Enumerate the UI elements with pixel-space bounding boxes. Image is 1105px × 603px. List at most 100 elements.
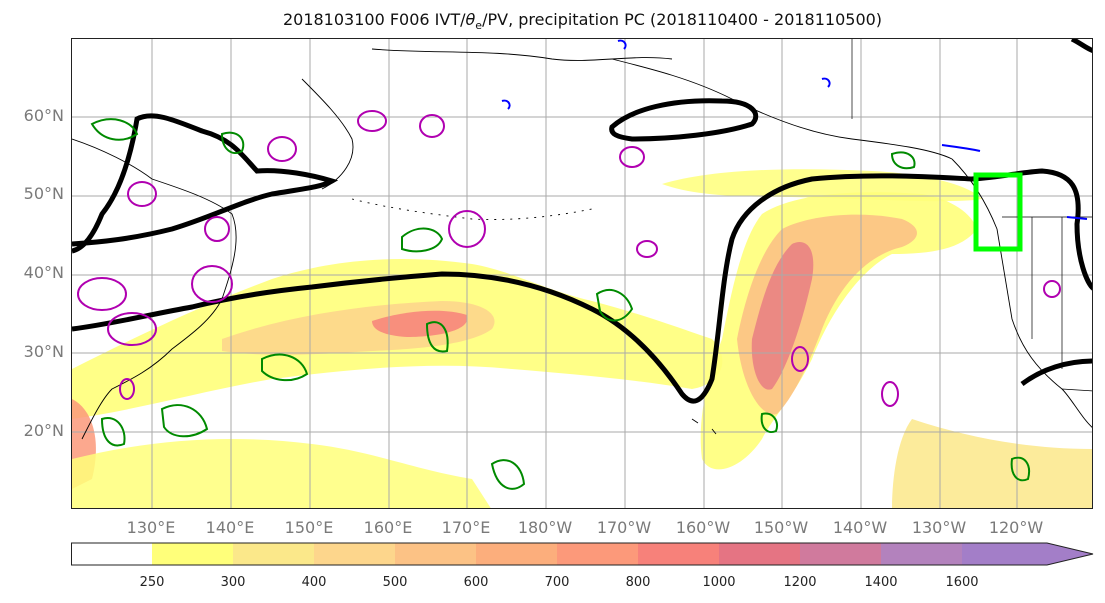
theta-contour: [160, 404, 209, 438]
colorbar-tick-600: 600: [463, 575, 489, 590]
pv-contour: [119, 378, 135, 400]
ivt-contours: [72, 39, 1092, 404]
coast-northamerica: [951, 158, 1092, 428]
colorbar-tick-1600: 1600: [945, 575, 979, 590]
lat-label-40n: 40°N: [23, 263, 64, 282]
coast-kamchatka: [301, 78, 354, 190]
lon-label-140e: 140°E: [205, 518, 255, 537]
colorbar-swatch: [395, 543, 476, 565]
lon-label-170e: 170°E: [441, 518, 491, 537]
blue-contour: [941, 144, 981, 152]
theta-contours: [90, 118, 1030, 490]
pv-contour: [636, 240, 658, 258]
colorbar-swatch: [800, 543, 881, 565]
lon-label-120w: 120°W: [988, 518, 1044, 537]
colorbar-swatch: [557, 543, 638, 565]
pv-contour: [419, 114, 445, 138]
gridlines: [72, 39, 1092, 508]
coast-arctic: [371, 48, 673, 61]
map-canvas: [72, 39, 1092, 508]
ivt-contour-northeast: [1070, 39, 1092, 53]
colorbar-tick-300: 300: [220, 575, 246, 590]
theta-contour: [490, 459, 526, 490]
pv-contour: [191, 265, 233, 303]
lon-label-150e: 150°E: [284, 518, 334, 537]
colorbar-tick-500: 500: [382, 575, 408, 590]
lon-label-160e: 160°E: [363, 518, 413, 537]
pv-contour: [77, 277, 127, 311]
colorbar-swatch: [476, 543, 557, 565]
colorbar-tick-1400: 1400: [864, 575, 898, 590]
pv-contour: [127, 181, 157, 207]
colorbar-swatches: [71, 543, 1047, 565]
blue-contour: [821, 77, 831, 88]
precip-south-strip: [72, 439, 491, 508]
lon-label-140w: 140°W: [832, 518, 888, 537]
theta-contour: [425, 321, 449, 353]
pv-contour: [107, 312, 157, 346]
lon-label-180w: 180°W: [517, 518, 573, 537]
precip-core-west: [372, 310, 468, 337]
theta-contour: [595, 289, 634, 322]
lat-label-20n: 20°N: [23, 421, 64, 440]
lat-label-30n: 30°N: [23, 342, 64, 361]
ivt-contour-west: [72, 168, 1092, 404]
lon-label-160w: 160°W: [675, 518, 731, 537]
lat-label-60n: 60°N: [23, 106, 64, 125]
pv-contour: [267, 136, 297, 162]
colorbar-tick-400: 400: [301, 575, 327, 590]
theta-contour: [220, 131, 245, 154]
blue-contour: [617, 39, 627, 50]
blue-contour: [1066, 216, 1088, 220]
lon-label-130e: 130°E: [126, 518, 176, 537]
blue-contours: [501, 39, 1088, 220]
colorbar-swatch: [719, 543, 800, 565]
lon-label-170w: 170°W: [596, 518, 652, 537]
pv-contours: [77, 110, 1061, 407]
ivt-contour-asia: [72, 113, 339, 254]
colorbar-swatch: [233, 543, 314, 565]
coast-asia: [72, 138, 237, 440]
colorbar-tick-700: 700: [544, 575, 570, 590]
border-states: [1031, 217, 1063, 369]
theta-contour: [760, 412, 778, 433]
pv-contour: [791, 346, 809, 372]
theta-contour: [90, 118, 139, 141]
theta-contour: [261, 353, 309, 382]
highlight-box: [973, 172, 1023, 252]
theta-contour: [1010, 456, 1030, 482]
colorbar-tick-1200: 1200: [783, 575, 817, 590]
map-panel: [71, 38, 1093, 509]
precip-far-east: [892, 419, 1092, 508]
colorbar-swatch: [314, 543, 395, 565]
aleutian-chain: [351, 198, 593, 220]
colorbar-swatch: [881, 543, 962, 565]
colorbar-tick-800: 800: [625, 575, 651, 590]
pv-contour: [619, 146, 645, 168]
colorbar-outline: [71, 542, 1094, 566]
pv-contour: [204, 216, 230, 242]
ivt-contour-east: [1020, 358, 1092, 387]
border-mexico: [1061, 388, 1092, 392]
hawaii: [691, 418, 717, 435]
lat-label-50n: 50°N: [23, 184, 64, 203]
lon-label-130w: 130°W: [911, 518, 967, 537]
colorbar: [71, 542, 1094, 566]
theta-contour: [100, 417, 126, 447]
colorbar-extend-arrow: [1047, 543, 1093, 565]
colorbar-swatch: [71, 543, 152, 565]
coast-alaska: [611, 58, 953, 160]
colorbar-tick-250: 250: [139, 575, 165, 590]
coastlines: [72, 48, 1092, 440]
pv-contour: [881, 381, 899, 407]
lon-label-150w: 150°W: [753, 518, 809, 537]
theta-contour: [401, 227, 444, 253]
colorbar-swatch: [152, 543, 233, 565]
pv-contour: [1043, 280, 1061, 298]
ivt-contour-north: [609, 98, 759, 142]
blue-contour: [501, 99, 511, 110]
theta-contour: [890, 151, 916, 170]
colorbar-swatch: [962, 543, 1047, 565]
colorbar-tick-1000: 1000: [702, 575, 736, 590]
pv-contour: [357, 110, 387, 132]
